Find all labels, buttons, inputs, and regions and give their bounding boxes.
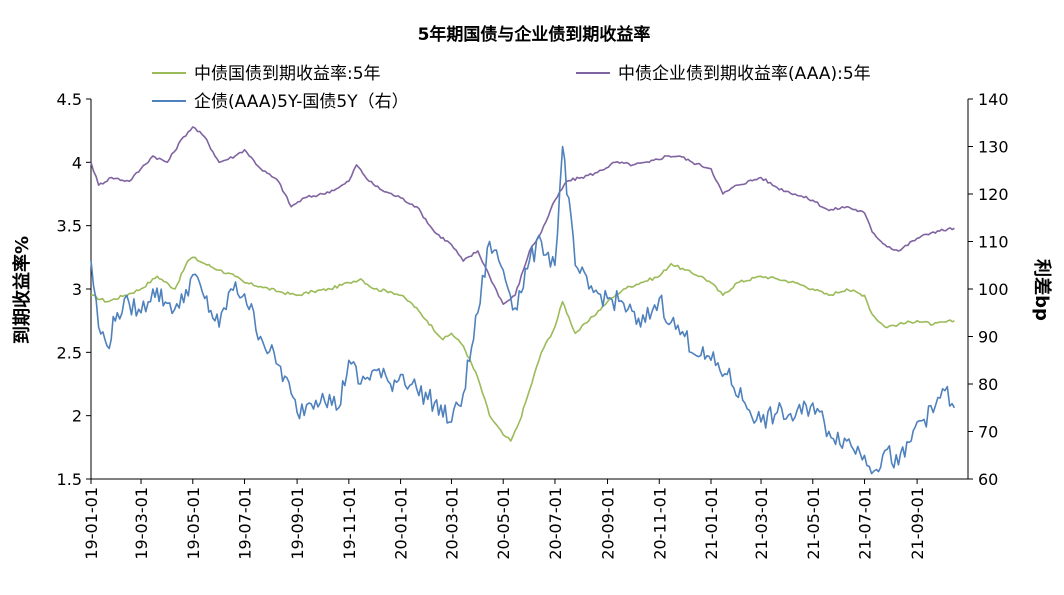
x-tick-label: 19-07-01 [236, 487, 255, 560]
x-tick-label: 21-03-01 [752, 487, 771, 560]
y-left-tick-label: 2.5 [57, 343, 82, 362]
x-tick-label: 19-01-01 [82, 487, 101, 560]
legend-label-spread: 企债(AAA)5Y-国债5Y（右） [194, 92, 409, 112]
x-tick-label: 21-09-01 [908, 487, 927, 560]
x-tick-label: 21-07-01 [856, 487, 875, 560]
series-line-1 [90, 126, 955, 305]
x-tick-label: 21-01-01 [702, 487, 721, 560]
legend-label-gov: 中债国债到期收益率:5年 [194, 64, 381, 84]
y-left-tick-label: 3 [72, 280, 82, 299]
y-left-tick-label: 4 [72, 153, 82, 172]
x-tick-label: 21-05-01 [804, 487, 823, 560]
x-tick-label: 20-07-01 [546, 487, 565, 560]
series-line-2 [90, 145, 956, 475]
y-right-tick-label: 130 [978, 138, 1009, 157]
y-left-tick-label: 4.5 [57, 90, 82, 109]
legend: 中债国债到期收益率:5年 中债企业债到期收益率(AAA):5年 企债(AAA)5… [152, 64, 871, 112]
y-right-tick-label: 70 [978, 423, 998, 442]
y-left-tick-label: 2 [72, 407, 82, 426]
y-axis-left-label: 到期收益率% [11, 236, 33, 344]
x-tick-label: 19-11-01 [340, 487, 359, 560]
y-right-tick-label: 140 [978, 90, 1009, 109]
chart-title: 5年期国债与企业债到期收益率 [418, 24, 651, 45]
x-tick-label: 19-09-01 [288, 487, 307, 560]
series-layer [90, 126, 956, 475]
x-tick-label: 20-11-01 [650, 487, 669, 560]
x-tick-label: 20-03-01 [442, 487, 461, 560]
y-left-tick-label: 3.5 [57, 217, 82, 236]
y-right-tick-label: 100 [978, 280, 1009, 299]
y-right-tick-label: 80 [978, 375, 998, 394]
y-right-tick-label: 110 [978, 233, 1009, 252]
x-tick-label: 20-09-01 [599, 487, 618, 560]
series-line-0 [90, 256, 955, 442]
y-right-tick-label: 120 [978, 185, 1009, 204]
x-tick-label: 20-01-01 [392, 487, 411, 560]
x-tick-label: 20-05-01 [494, 487, 513, 560]
x-tick-label: 19-05-01 [184, 487, 203, 560]
y-axis-right-label: 利差bp [1031, 259, 1053, 321]
y-right-tick-label: 90 [978, 328, 998, 347]
legend-label-corp: 中债企业债到期收益率(AAA):5年 [618, 64, 871, 84]
axes: 1.5 2 2.5 3 3.5 4 4.5 60 70 80 90 100 110 120 130 140 19… [57, 90, 1009, 560]
y-left-tick-label: 1.5 [57, 470, 82, 489]
x-tick-label: 19-03-01 [132, 487, 151, 560]
y-right-tick-label: 60 [978, 470, 998, 489]
